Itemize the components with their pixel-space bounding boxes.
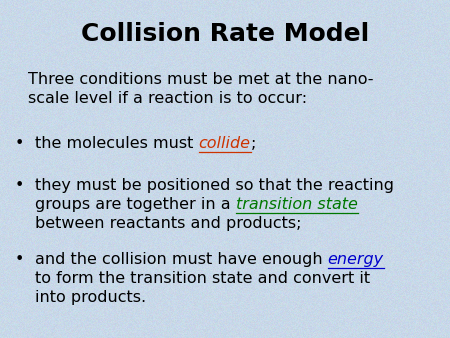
Text: between reactants and products;: between reactants and products; (35, 216, 302, 231)
Text: and the collision must have enough: and the collision must have enough (35, 252, 328, 267)
Text: collide: collide (198, 136, 251, 151)
Text: to form the transition state and convert it: to form the transition state and convert… (35, 271, 370, 286)
Text: energy: energy (328, 252, 384, 267)
Text: ;: ; (251, 136, 256, 151)
Text: they must be positioned so that the reacting: they must be positioned so that the reac… (35, 178, 394, 193)
Text: scale level if a reaction is to occur:: scale level if a reaction is to occur: (28, 91, 307, 106)
Text: •: • (15, 178, 24, 193)
Text: groups are together in a: groups are together in a (35, 197, 236, 212)
Text: transition state: transition state (236, 197, 358, 212)
Text: •: • (15, 252, 24, 267)
Text: Collision Rate Model: Collision Rate Model (81, 22, 369, 46)
Text: into products.: into products. (35, 290, 146, 305)
Text: the molecules must: the molecules must (35, 136, 198, 151)
Text: •: • (15, 136, 24, 151)
Text: Three conditions must be met at the nano-: Three conditions must be met at the nano… (28, 72, 374, 87)
